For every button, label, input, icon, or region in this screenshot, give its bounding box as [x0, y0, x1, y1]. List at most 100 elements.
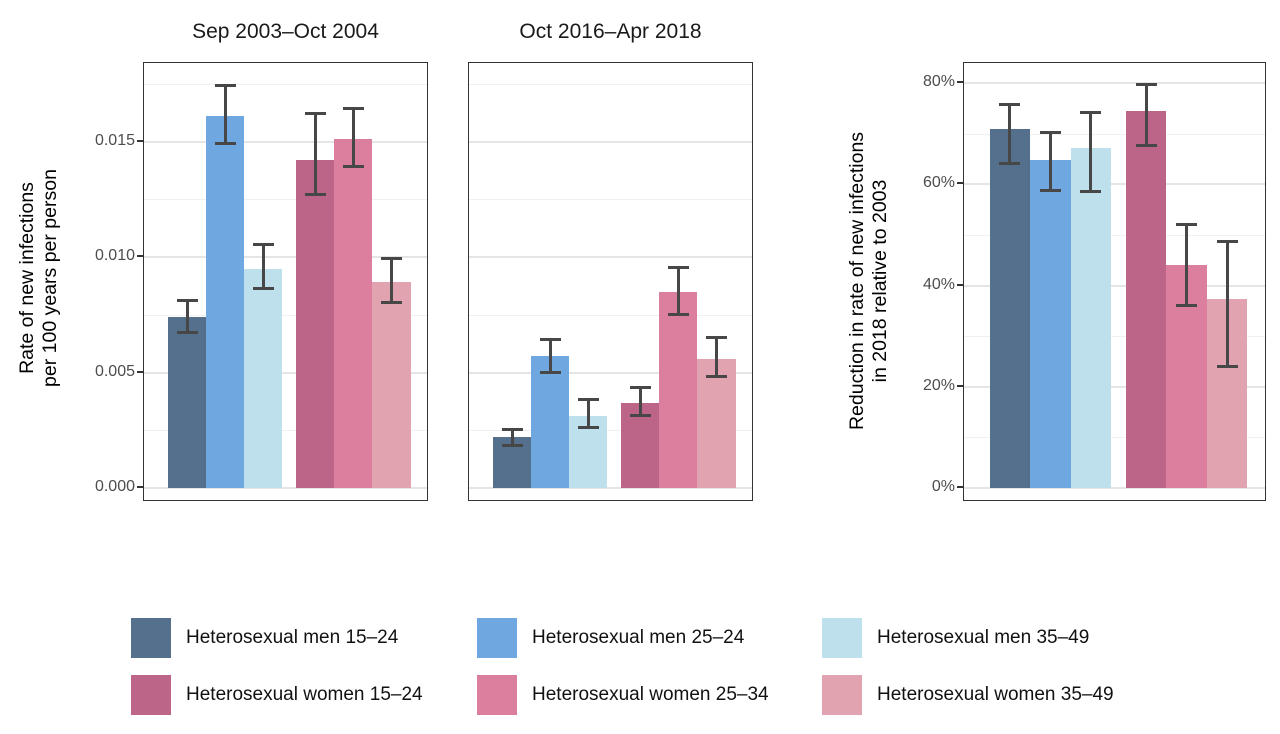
bar [168, 317, 207, 488]
error-bar-line [1008, 103, 1012, 165]
legend-label: Heterosexual women 25–34 [532, 684, 769, 705]
y-axis-tick [957, 81, 963, 84]
bar [206, 116, 245, 488]
bar [989, 128, 1031, 488]
legend-swatch [477, 618, 517, 658]
y-tick-label: 0.005 [94, 362, 135, 380]
error-bar-line [548, 337, 552, 373]
y-axis-tick [957, 384, 963, 387]
error-bar-cap [176, 331, 198, 335]
error-bar-cap [1080, 190, 1102, 194]
gridline-major [964, 183, 1265, 186]
panel2-title: Oct 2016–Apr 2018 [519, 20, 702, 43]
gridline-minor [144, 430, 427, 432]
y-axis-tick [137, 486, 143, 488]
error-bar-line [1144, 83, 1148, 147]
error-bar-cap [577, 397, 599, 401]
legend-swatch [131, 618, 171, 658]
error-bar-cap [1216, 364, 1238, 368]
gridline-major [469, 487, 752, 489]
error-bar-cap [1135, 144, 1157, 148]
error-bar-cap [539, 370, 561, 374]
legend-label: Heterosexual men 15–24 [186, 627, 399, 648]
error-bar-cap [342, 106, 364, 110]
legend-label: Heterosexual women 35–49 [877, 684, 1114, 705]
y-tick-label: 0.000 [94, 478, 135, 495]
y-axis-label-line: Rate of new infections [16, 182, 38, 374]
legend-swatch [822, 675, 862, 715]
error-bar-line [1048, 131, 1052, 191]
y-tick-label: 60% [922, 174, 955, 192]
gridline-major [144, 256, 427, 259]
error-bar-cap [304, 111, 326, 115]
error-bar-cap [706, 375, 728, 379]
error-bar-cap [1039, 189, 1061, 192]
gridline-minor [964, 437, 1265, 439]
bar [697, 358, 736, 488]
y-tick-label: 20% [922, 376, 955, 394]
gridline-minor [469, 314, 752, 316]
error-bar-cap [1216, 240, 1238, 244]
error-bar-line [390, 257, 394, 304]
error-bar-cap [1039, 131, 1061, 135]
error-bar-line [351, 106, 355, 167]
gridline-minor [964, 133, 1265, 135]
error-bar-cap [667, 312, 689, 316]
bar [1126, 111, 1167, 488]
gridline-major [144, 371, 427, 374]
gridline-major [964, 82, 1265, 85]
legend-swatch [477, 675, 517, 715]
bar [372, 282, 411, 488]
error-bar-cap [501, 444, 523, 448]
y-tick-label: 0.010 [94, 247, 135, 265]
error-bar-cap [999, 162, 1021, 166]
error-bar-cap [1176, 222, 1198, 226]
error-bar-line [313, 111, 317, 195]
error-bar-cap [176, 298, 198, 302]
gridline-minor [469, 199, 752, 201]
y-tick-label: 80% [922, 73, 955, 91]
gridline-minor [964, 235, 1265, 237]
gridline-major [469, 140, 752, 143]
error-bar-line [638, 386, 642, 417]
error-bar-cap [577, 425, 599, 429]
error-bar-line [1185, 222, 1189, 306]
error-bar-cap [252, 243, 274, 247]
legend-label: Heterosexual women 15–24 [186, 684, 423, 705]
gridline-major [469, 256, 752, 259]
gridline-minor [469, 83, 752, 85]
y-tick-label: 40% [922, 275, 955, 293]
error-bar-line [261, 243, 265, 290]
gridline-major [469, 371, 752, 374]
panel1-y-axis-label: Rate of new infections per 100 years per… [16, 169, 62, 387]
y-tick-label: 0% [931, 478, 955, 495]
gridline-major [144, 140, 427, 143]
error-bar-line [715, 335, 719, 378]
gridline-minor [144, 83, 427, 85]
gridline-major [964, 284, 1265, 287]
panel-2016-2018 [468, 62, 753, 501]
bar [531, 356, 570, 488]
error-bar-line [1225, 240, 1229, 367]
error-bar-cap [381, 257, 403, 261]
y-axis-tick [957, 182, 963, 185]
error-bar-cap [214, 83, 236, 87]
y-axis-tick [957, 486, 963, 488]
gridline-minor [144, 314, 427, 316]
bar [1070, 148, 1112, 488]
error-bar-line [586, 397, 590, 428]
error-bar-cap [214, 141, 236, 145]
gridline-minor [144, 199, 427, 201]
gridline-major [144, 487, 427, 489]
error-bar-cap [539, 337, 561, 341]
legend-label: Heterosexual men 25–24 [532, 627, 745, 648]
error-bar-cap [1080, 110, 1102, 114]
error-bar-cap [1176, 303, 1198, 307]
bar [1030, 160, 1071, 488]
gridline-major [964, 487, 1265, 489]
y-axis-tick [137, 255, 143, 258]
error-bar-cap [1135, 83, 1157, 87]
bar [659, 291, 698, 488]
y-axis-tick [137, 139, 143, 142]
